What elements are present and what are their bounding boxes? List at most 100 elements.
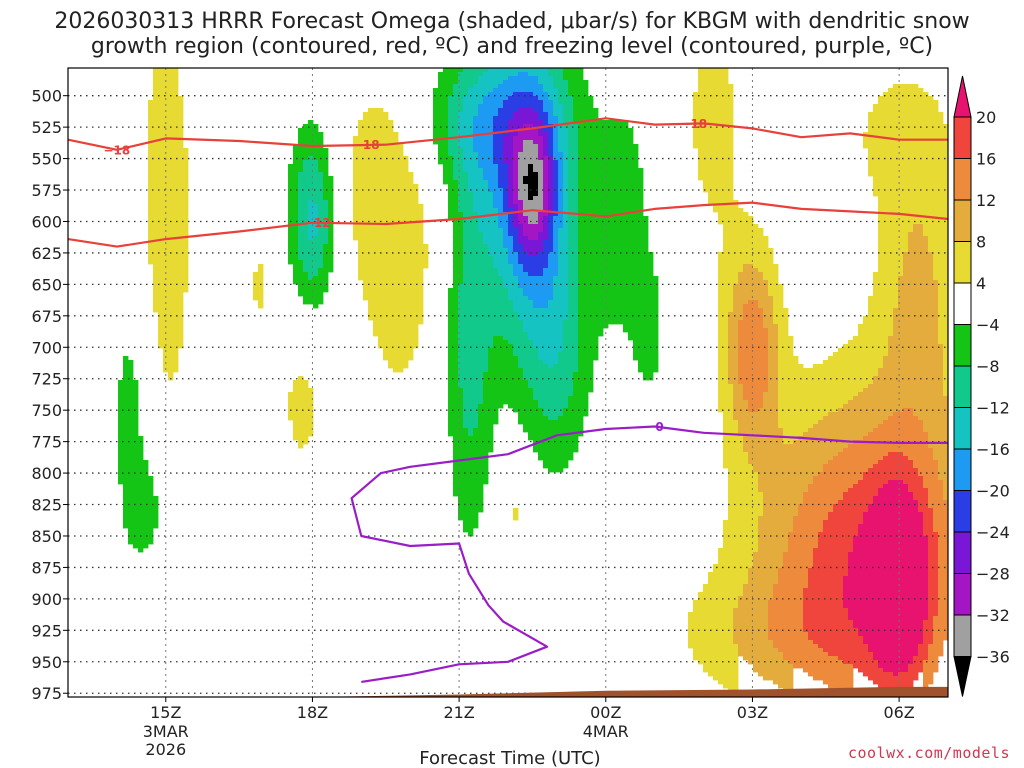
omega-cell [518,244,524,265]
omega-cell [798,364,804,437]
omega-cell [518,68,524,73]
omega-cell [863,644,869,677]
omega-cell [508,300,514,345]
omega-cell [738,208,744,273]
omega-cell [728,312,734,385]
omega-cell [528,200,534,225]
omega-cell [538,308,544,361]
omega-cell [718,548,724,685]
omega-cell [533,112,539,129]
omega-cell [803,368,809,433]
omega-cell [478,68,484,77]
omega-cell [833,504,839,657]
omega-cell [533,308,539,349]
colorbar-top-arrow [953,75,972,118]
omega-cell [308,388,314,437]
omega-cell [788,444,794,533]
y-tick-label: 900 [31,590,62,609]
omega-cell [493,268,499,337]
omega-cell [528,240,534,257]
omega-cell [878,460,884,489]
y-tick-label: 625 [31,244,62,263]
omega-cell [878,488,884,669]
omega-cell [908,84,914,233]
omega-cell [118,380,124,485]
omega-cell [533,76,539,97]
omega-cell [533,68,539,77]
omega-shading [118,68,949,697]
omega-cell [928,96,934,253]
colorbar-bottom-arrow [953,656,972,697]
omega-cell [528,108,534,125]
chart-title-line-2: growth region (contoured, red, ºC) and f… [91,34,933,59]
omega-cell [173,68,179,373]
omega-cell [903,484,909,673]
omega-cell [933,280,939,461]
gridlines [68,68,948,697]
dendritic-contour-0-label: −18 [104,143,131,157]
omega-cell [523,108,529,125]
omega-cell [748,464,754,569]
omega-cell [368,108,374,321]
omega-cell [528,256,534,277]
omega-cell [818,364,824,421]
colorbar-tick-label: −4 [976,316,1000,335]
omega-cell [818,532,824,649]
freezing-level-contour [350,425,948,683]
y-tick-label: 725 [31,370,62,389]
omega-cell [778,428,784,569]
x-tick-label: 03Z [737,703,768,722]
omega-cell [473,212,479,429]
omega-cell [548,368,554,421]
y-tick-label: 500 [31,87,62,106]
omega-cell [543,156,549,217]
omega-cell [543,268,549,309]
omega-cell [828,356,834,413]
omega-cell [898,480,904,673]
omega-cell [458,148,464,213]
colorbar-segment [953,573,972,616]
omega-cell [503,248,509,289]
omega-cell [768,248,774,297]
omega-cell [463,68,469,97]
omega-cell [533,128,539,145]
omega-cell [518,288,524,321]
omega-cell [733,200,739,285]
omega-cell [378,108,384,349]
omega-cell [533,172,539,197]
omega-cell [478,76,484,105]
x-tick-label: 06Z [883,703,914,722]
omega-cell [758,516,764,677]
omega-cell [943,396,949,501]
omega-cell [898,452,904,481]
omega-cell [783,552,789,661]
omega-cell [848,400,854,445]
omega-cell [833,456,839,505]
omega-cell [903,84,909,253]
omega-cell [523,236,529,253]
omega-cell [738,320,744,385]
omega-cell [823,464,829,521]
omega-cell [858,440,864,481]
omega-cell [848,664,854,697]
omega-cell [693,600,699,661]
omega-cell [548,252,554,301]
omega-cell [313,160,319,205]
omega-cell [458,72,464,113]
omega-cell [573,372,579,453]
omega-cell [363,112,369,301]
colorbar-segment [953,531,972,574]
colorbar-tick-label: −28 [976,565,1010,584]
omega-cell [543,68,549,93]
omega-cell [828,512,834,657]
omega-cell [813,644,819,681]
omega-cell [293,380,299,441]
x-tick-label: 00Z [590,703,621,722]
omega-cell [893,412,899,453]
omega-cell [808,640,814,677]
omega-cell [398,144,404,373]
omega-cell [513,312,519,357]
omega-cell [858,392,864,441]
omega-cell [878,96,884,369]
omega-cell [313,276,319,309]
